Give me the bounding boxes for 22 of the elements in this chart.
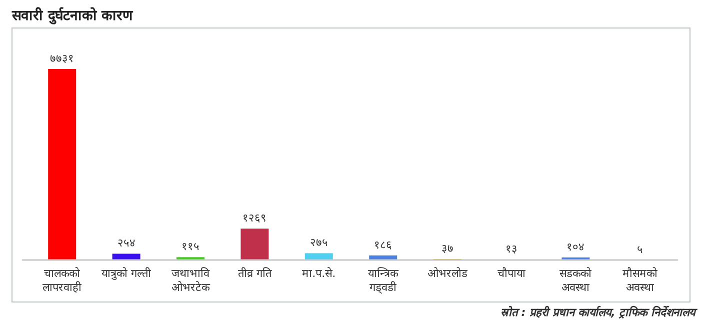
x-tick-label: यात्रुको गल्ती — [102, 267, 152, 280]
data-label: १३ — [506, 242, 518, 256]
data-label: १०४ — [566, 240, 585, 254]
text: स्रोत : प्रहरी प्रधान कार्यालय, ट्राफिक निर्देशनालय — [500, 305, 698, 319]
x-tick-label: यान्त्रिक गड्वडी — [368, 267, 400, 294]
chart-title: सवारी दुर्घटनाको कारण — [11, 7, 134, 25]
x-tick-label: मा.प.से. — [302, 267, 336, 280]
data-label: १२६९ — [242, 212, 267, 225]
x-tick-label: जथाभावि ओभरटेक — [172, 267, 210, 294]
data-label: ५ — [636, 242, 643, 256]
x-tick-label: चालकको लापरवाही — [42, 267, 82, 294]
x-tick-label: तीव्र गति — [238, 267, 272, 280]
x-tick-label: मौसमको अवस्था — [622, 267, 658, 294]
data-label: २५४ — [117, 236, 136, 250]
data-label: ११५ — [182, 240, 200, 254]
data-label: ३७ — [441, 242, 454, 256]
x-tick-label: ओभरलोड — [427, 267, 468, 280]
x-tick-label: चौपाया — [498, 267, 526, 280]
data-label: ७७३१ — [50, 52, 74, 65]
x-tick-label: सडकको अवस्था — [560, 267, 592, 294]
data-label: २७५ — [310, 236, 328, 250]
data-label: १८६ — [374, 238, 392, 252]
